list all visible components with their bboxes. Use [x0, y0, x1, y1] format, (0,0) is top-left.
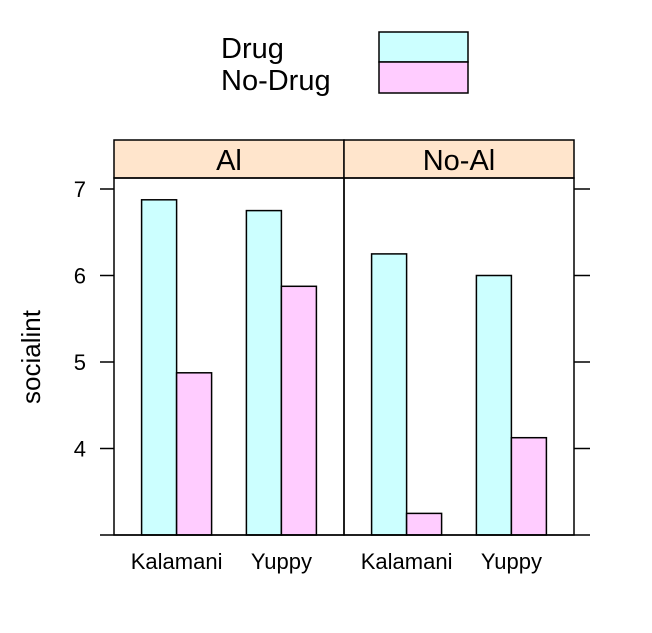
strips: Al No-Al	[113, 139, 575, 179]
bar-al-yuppy-no-drug	[280, 285, 318, 536]
x-tick-label: Kalamani	[361, 549, 453, 574]
y-axis: 4 5 6 7	[74, 177, 590, 462]
legend-label-no-drug: No-Drug	[221, 65, 331, 97]
y-tick-label: 5	[74, 350, 86, 375]
legend: Drug No-Drug	[221, 31, 469, 97]
bar-al-yuppy-drug	[245, 209, 283, 536]
x-tick-label: Kalamani	[131, 549, 223, 574]
x-axis: Kalamani Yuppy Kalamani Yuppy	[100, 534, 590, 574]
bar-no-al-yuppy-no-drug	[510, 436, 548, 536]
x-tick-label: Yuppy	[251, 549, 312, 574]
y-tick-label: 4	[74, 437, 86, 462]
x-tick-label: Yuppy	[481, 549, 542, 574]
bar-al-kalamani-no-drug	[175, 372, 213, 536]
legend-label-drug: Drug	[221, 33, 284, 65]
y-tick-label: 7	[74, 177, 86, 202]
y-tick-label: 6	[74, 264, 86, 289]
strip-label-no-al: No-Al	[423, 145, 496, 177]
bar-no-al-kalamani-no-drug	[405, 512, 443, 536]
bar-no-al-kalamani-drug	[370, 253, 408, 536]
bar-al-kalamani-drug	[140, 199, 178, 536]
y-axis-label: socialint	[16, 309, 46, 404]
bar-no-al-yuppy-drug	[475, 274, 513, 536]
legend-swatch-drug	[378, 31, 469, 63]
strip-label-al: Al	[216, 145, 242, 177]
legend-swatch-no-drug	[378, 61, 469, 94]
bars	[140, 199, 548, 536]
